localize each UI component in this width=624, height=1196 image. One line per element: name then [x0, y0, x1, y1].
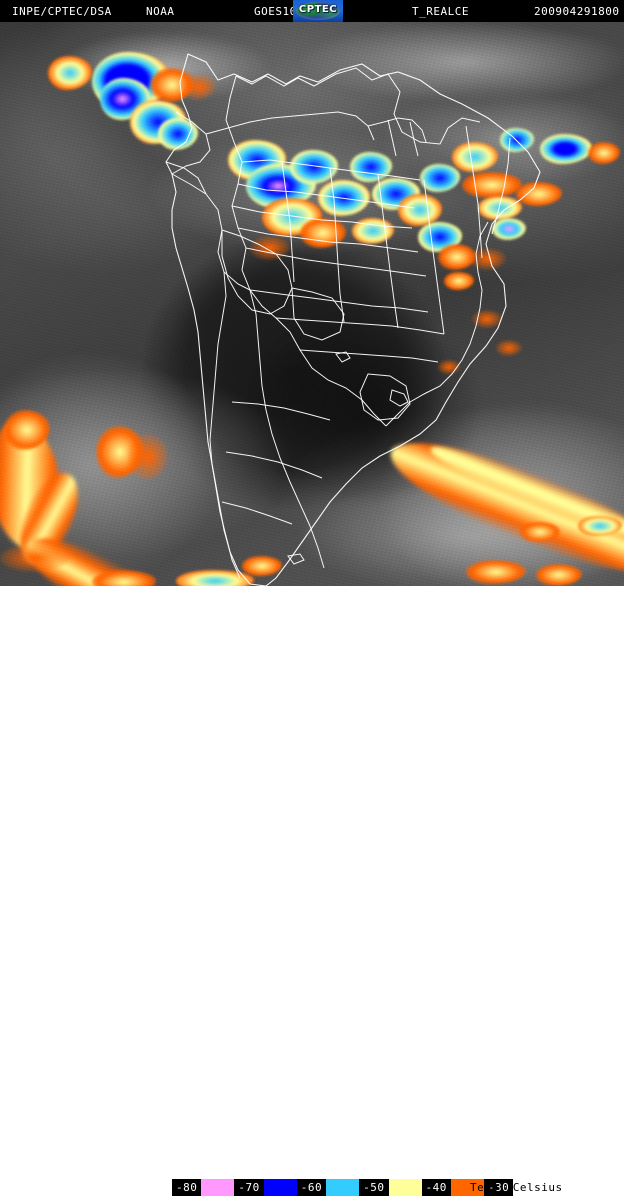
cptec-logo-text: CPTEC: [298, 4, 338, 15]
cptec-logo: CPTEC: [293, 0, 343, 22]
sensor-noise-overlay: [0, 22, 624, 586]
state-border: [237, 227, 419, 253]
bolivia-border: [221, 229, 293, 315]
convective-cell: [578, 516, 622, 536]
state-border: [281, 161, 295, 283]
convective-cell: [462, 172, 522, 198]
state-border: [377, 173, 399, 329]
state-border: [225, 451, 323, 479]
convective-cell: [478, 196, 522, 220]
legend-panel: -80 -70 -60 -50 -40 -30 Temp. Celsius: [0, 586, 624, 1196]
legend-color-swatch: [388, 1179, 422, 1196]
cloud-mass: [300, 22, 624, 102]
convective-cell: [470, 248, 506, 270]
convective-cell: [472, 310, 502, 328]
state-border: [491, 137, 511, 235]
state-border: [237, 183, 415, 209]
convective-cell: [420, 164, 460, 192]
state-border: [329, 167, 345, 323]
guyanas-border: [367, 117, 427, 143]
south-america-coastline: [165, 53, 541, 586]
state-border: [423, 179, 445, 335]
legend-tick-label: -50: [359, 1179, 389, 1196]
convective-cell: [536, 564, 582, 586]
convective-cell: [500, 128, 534, 152]
island-outline: [287, 553, 305, 565]
convective-cell: [350, 152, 392, 182]
geographic-boundaries: [165, 53, 541, 586]
brazil-border: [235, 67, 481, 145]
convective-cell: [128, 434, 168, 480]
convective-cell: [492, 218, 526, 240]
convective-cell: [496, 340, 522, 356]
convective-cell: [182, 74, 216, 100]
satellite-image-frame: [0, 22, 624, 586]
lagoon-outline: [389, 389, 409, 407]
header-agency-label: INPE/CPTEC/DSA: [12, 5, 112, 18]
convective-cell: [516, 182, 562, 206]
colombia-border: [171, 111, 211, 175]
paraguay-border: [291, 287, 345, 341]
convective-cell: [438, 244, 476, 270]
ecuador-border: [165, 161, 207, 195]
convective-cell: [176, 570, 254, 586]
convective-cell: [0, 544, 70, 572]
convective-cell: [588, 142, 620, 164]
header-bar: INPE/CPTEC/DSA NOAA GOES10 CPTEC T_REALC…: [0, 0, 624, 22]
convective-cell: [158, 118, 198, 150]
argentina-chile-boundary: [249, 289, 325, 569]
chile-argentina-border: [209, 271, 241, 579]
convective-cell: [250, 236, 290, 260]
suriname-inner-border: [409, 121, 419, 157]
convective-cell: [4, 410, 50, 450]
state-border: [465, 125, 483, 259]
brazil-south-border: [225, 75, 387, 427]
convective-cell: [242, 556, 282, 576]
legend-color-swatch: [263, 1179, 297, 1196]
state-border: [249, 289, 429, 313]
legend-tick-label: -70: [234, 1179, 264, 1196]
legend-tick-label: -80: [172, 1179, 202, 1196]
convective-cell: [48, 56, 92, 90]
convective-cell: [398, 194, 442, 226]
island-outline: [335, 351, 351, 363]
state-border: [275, 317, 445, 335]
header-product-label: T_REALCE: [412, 5, 469, 18]
convective-cell: [520, 522, 560, 542]
convective-cell: [452, 142, 498, 172]
satellite-image-canvas: [0, 22, 624, 586]
convective-cell: [444, 272, 474, 290]
legend-color-swatch: [326, 1179, 360, 1196]
venezuela-border: [205, 111, 375, 141]
guyana-inner-border: [387, 119, 397, 157]
legend-caption: Temp. Celsius: [470, 1181, 563, 1194]
legend-tick-label: -40: [421, 1179, 451, 1196]
brazil-southern-boundary: [385, 221, 489, 427]
state-border: [231, 205, 413, 229]
header-satellite-label: GOES10: [254, 5, 297, 18]
legend-tick-label: -60: [296, 1179, 327, 1196]
uruguay-border: [359, 373, 411, 421]
convective-cell: [352, 218, 394, 244]
convective-cell: [540, 134, 592, 164]
header-datetime-label: 200904291800: [534, 5, 620, 18]
legend-color-swatch: [201, 1179, 235, 1196]
convective-cell: [466, 560, 526, 584]
header-operator-label: NOAA: [146, 5, 175, 18]
globe-icon: [296, 2, 340, 20]
temperature-color-scale: -80 -70 -60 -50 -40 -30: [172, 1179, 514, 1196]
state-border: [299, 349, 439, 363]
convective-cell: [290, 150, 338, 184]
state-border: [221, 501, 293, 525]
state-border: [231, 401, 331, 421]
convective-cell: [92, 570, 156, 586]
